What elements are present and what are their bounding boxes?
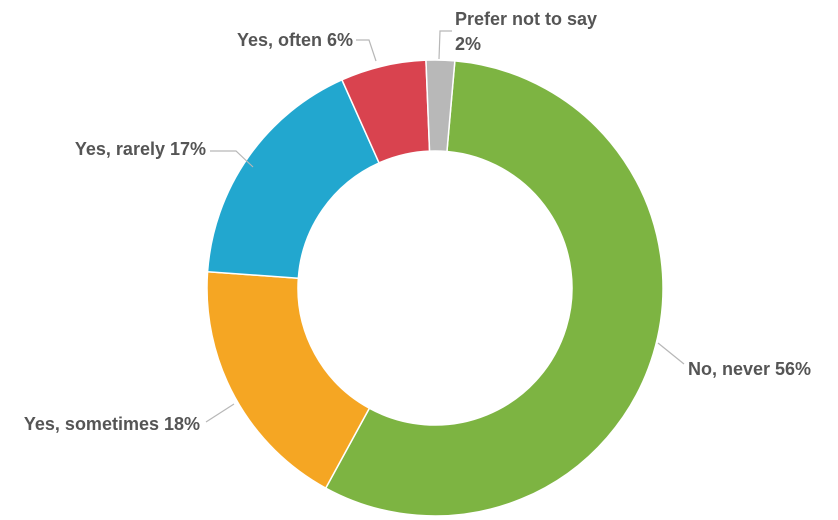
data-label-prefer-not-to-say: Prefer not to say 2% <box>455 9 597 54</box>
leader-line-prefer-not-to-say <box>438 30 452 60</box>
data-label-line-2-prefer-not-to-say: 2% <box>455 34 481 54</box>
leaders-layer <box>205 30 685 423</box>
donut-slice-prefer-not-to-say <box>425 59 456 153</box>
leader-line-yes-often <box>356 39 377 62</box>
leader-line-yes-rarely <box>210 150 254 168</box>
donut-slice-no-never <box>324 60 664 517</box>
data-label-yes-sometimes: Yes, sometimes 18% <box>24 414 200 434</box>
data-label-yes-often: Yes, often 6% <box>237 30 353 50</box>
labels-layer: No, never 56% Yes, sometimes 18% Yes, rare… <box>24 9 811 434</box>
data-label-no-never: No, never 56% <box>688 359 811 379</box>
donut-slice-yes-rarely <box>206 78 381 280</box>
data-label-yes-rarely: Yes, rarely 17% <box>75 139 206 159</box>
leader-line-yes-sometimes <box>205 403 235 423</box>
data-label-line-1-prefer-not-to-say: Prefer not to say <box>455 9 597 29</box>
slices-layer <box>206 59 664 517</box>
leader-line-no-never <box>657 342 685 365</box>
